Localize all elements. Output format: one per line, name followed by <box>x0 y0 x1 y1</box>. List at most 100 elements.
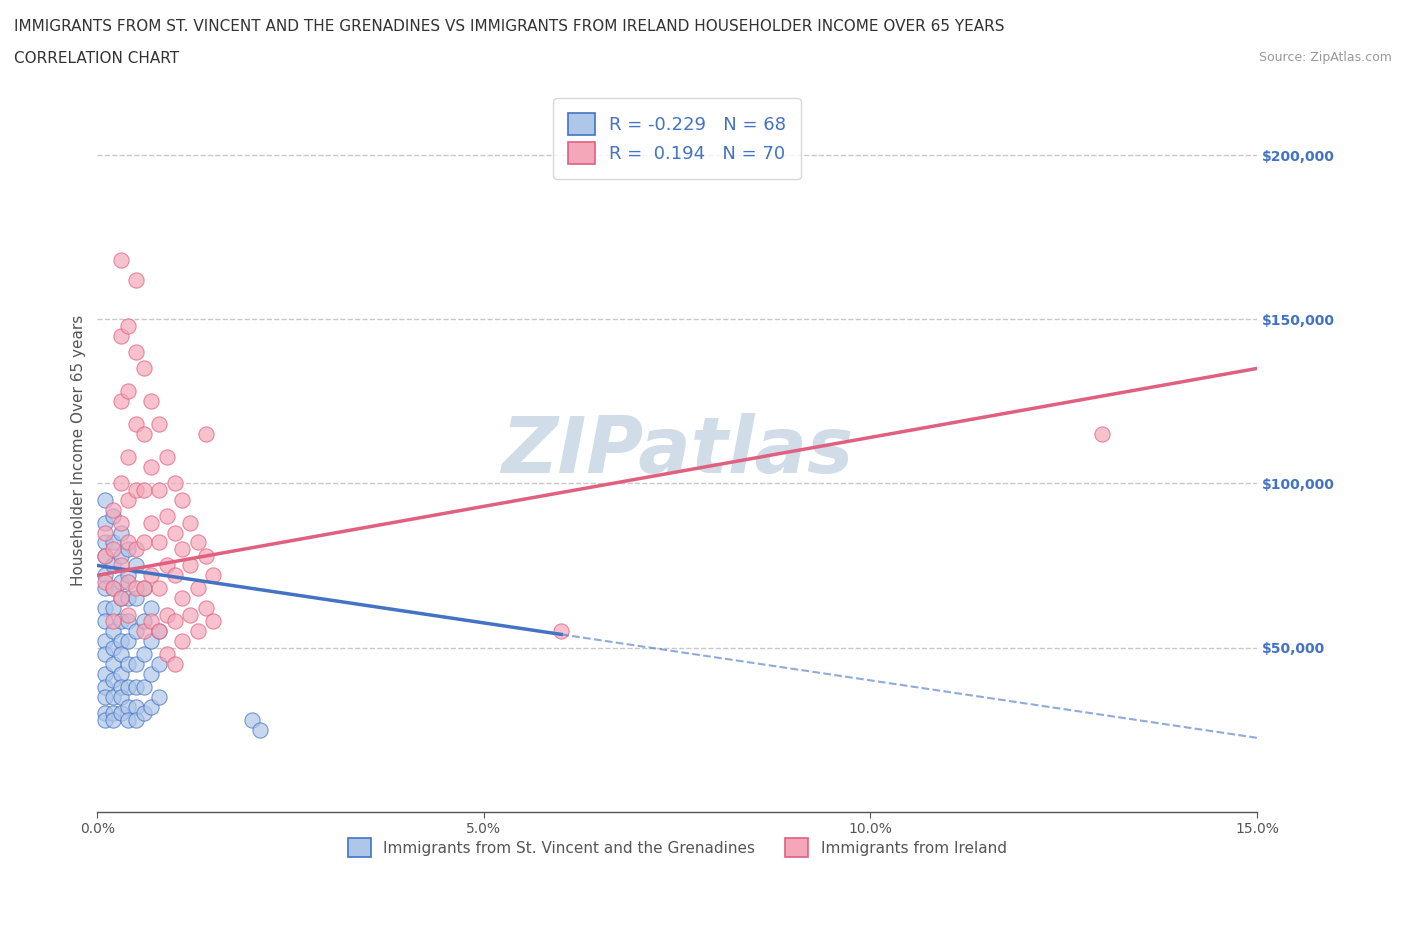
Point <box>94 712 117 727</box>
Point <box>179 515 201 530</box>
Point <box>125 680 148 695</box>
Point <box>110 614 132 629</box>
Point <box>132 680 155 695</box>
Point <box>101 581 124 596</box>
Point <box>179 607 201 622</box>
Point <box>163 614 186 629</box>
Point <box>132 581 155 596</box>
Point <box>117 657 139 671</box>
Text: Source: ZipAtlas.com: Source: ZipAtlas.com <box>1258 51 1392 64</box>
Point <box>125 581 148 596</box>
Point <box>110 591 132 605</box>
Point <box>117 535 139 550</box>
Point <box>101 535 124 550</box>
Point <box>101 601 124 616</box>
Point <box>148 535 170 550</box>
Point <box>94 614 117 629</box>
Point <box>110 591 132 605</box>
Point <box>132 624 155 639</box>
Point <box>132 427 155 442</box>
Point <box>141 614 163 629</box>
Point <box>194 427 217 442</box>
Point <box>132 706 155 721</box>
Point <box>110 706 132 721</box>
Point <box>110 646 132 661</box>
Point <box>117 591 139 605</box>
Point <box>110 575 132 590</box>
Point <box>125 541 148 556</box>
Point <box>125 483 148 498</box>
Point <box>125 417 148 432</box>
Point <box>117 568 139 583</box>
Point <box>141 667 163 682</box>
Point <box>132 483 155 498</box>
Point <box>132 361 155 376</box>
Point <box>110 689 132 704</box>
Point <box>101 689 124 704</box>
Point <box>202 614 225 629</box>
Point <box>125 591 148 605</box>
Point <box>94 515 117 530</box>
Point <box>141 515 163 530</box>
Point <box>1091 427 1114 442</box>
Text: ZIPatlas: ZIPatlas <box>501 413 853 488</box>
Point <box>94 706 117 721</box>
Point <box>110 548 132 563</box>
Point <box>125 272 148 287</box>
Point <box>156 607 179 622</box>
Point <box>172 492 194 507</box>
Point <box>148 483 170 498</box>
Point <box>110 558 132 573</box>
Point <box>117 699 139 714</box>
Point <box>249 723 271 737</box>
Point <box>172 633 194 648</box>
Point <box>101 502 124 517</box>
Point <box>141 633 163 648</box>
Point <box>94 633 117 648</box>
Point <box>141 568 163 583</box>
Point <box>202 568 225 583</box>
Point <box>179 558 201 573</box>
Point <box>110 680 132 695</box>
Point <box>117 712 139 727</box>
Point <box>101 706 124 721</box>
Point <box>94 548 117 563</box>
Point <box>132 535 155 550</box>
Point <box>94 575 117 590</box>
Point <box>110 525 132 540</box>
Point <box>172 591 194 605</box>
Point <box>240 712 263 727</box>
Point <box>187 535 209 550</box>
Point <box>117 492 139 507</box>
Point <box>125 558 148 573</box>
Point <box>117 680 139 695</box>
Point <box>194 548 217 563</box>
Point <box>101 541 124 556</box>
Point <box>101 640 124 655</box>
Point <box>117 633 139 648</box>
Point <box>110 476 132 491</box>
Point <box>148 581 170 596</box>
Point <box>125 699 148 714</box>
Point <box>132 646 155 661</box>
Point <box>110 515 132 530</box>
Point <box>117 607 139 622</box>
Legend: Immigrants from St. Vincent and the Grenadines, Immigrants from Ireland: Immigrants from St. Vincent and the Gren… <box>336 826 1019 869</box>
Point <box>163 568 186 583</box>
Point <box>163 525 186 540</box>
Point <box>94 535 117 550</box>
Point <box>94 667 117 682</box>
Point <box>550 624 572 639</box>
Point <box>117 541 139 556</box>
Point <box>163 657 186 671</box>
Point <box>156 450 179 465</box>
Point <box>117 450 139 465</box>
Point <box>101 657 124 671</box>
Point <box>148 624 170 639</box>
Point <box>101 581 124 596</box>
Point <box>148 689 170 704</box>
Point <box>101 673 124 688</box>
Point <box>101 712 124 727</box>
Point <box>117 614 139 629</box>
Point <box>194 601 217 616</box>
